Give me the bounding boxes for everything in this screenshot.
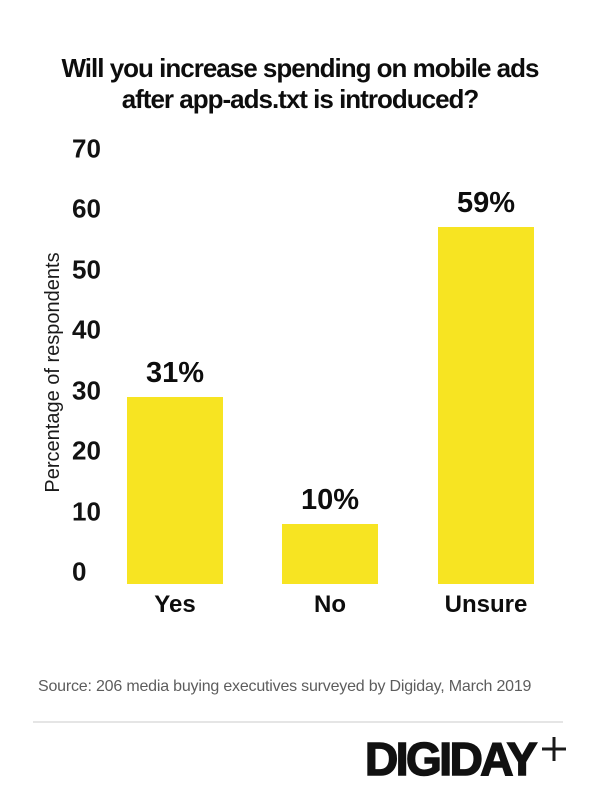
digiday-logo-text: DIGIDAY [364,733,538,785]
chart-title-line-1: Will you increase spending on mobile ads [61,53,540,84]
bar-yes [127,396,223,584]
y-tick-label: 20 [72,435,101,466]
y-tick-label: 10 [72,496,101,527]
footer-divider [33,721,563,723]
bar-category-label: Unsure [444,591,528,618]
bar-value-label: 59% [456,187,516,220]
plus-icon [542,737,566,761]
y-tick-label: 60 [72,193,101,224]
bar-category-label: No [314,591,346,618]
y-tick-label: 70 [72,133,101,164]
digiday-logo: DIGIDAY [364,733,567,785]
chart-title-line-2: after app-ads.txt is introduced? [121,84,480,115]
bar-unsure [438,227,534,584]
bar-value-label: 31% [145,356,205,389]
y-tick-label: 40 [72,314,101,345]
bar-no [282,523,378,584]
chart-title: Will you increase spending on mobile ads… [20,53,580,115]
y-tick-label: 50 [72,254,101,285]
y-tick-label: 0 [72,556,87,587]
y-tick-label: 30 [72,375,101,406]
bar-value-label: 10% [300,483,360,516]
source-text: Source: 206 media buying executives surv… [38,678,532,695]
bar-category-label: Yes [154,591,196,618]
